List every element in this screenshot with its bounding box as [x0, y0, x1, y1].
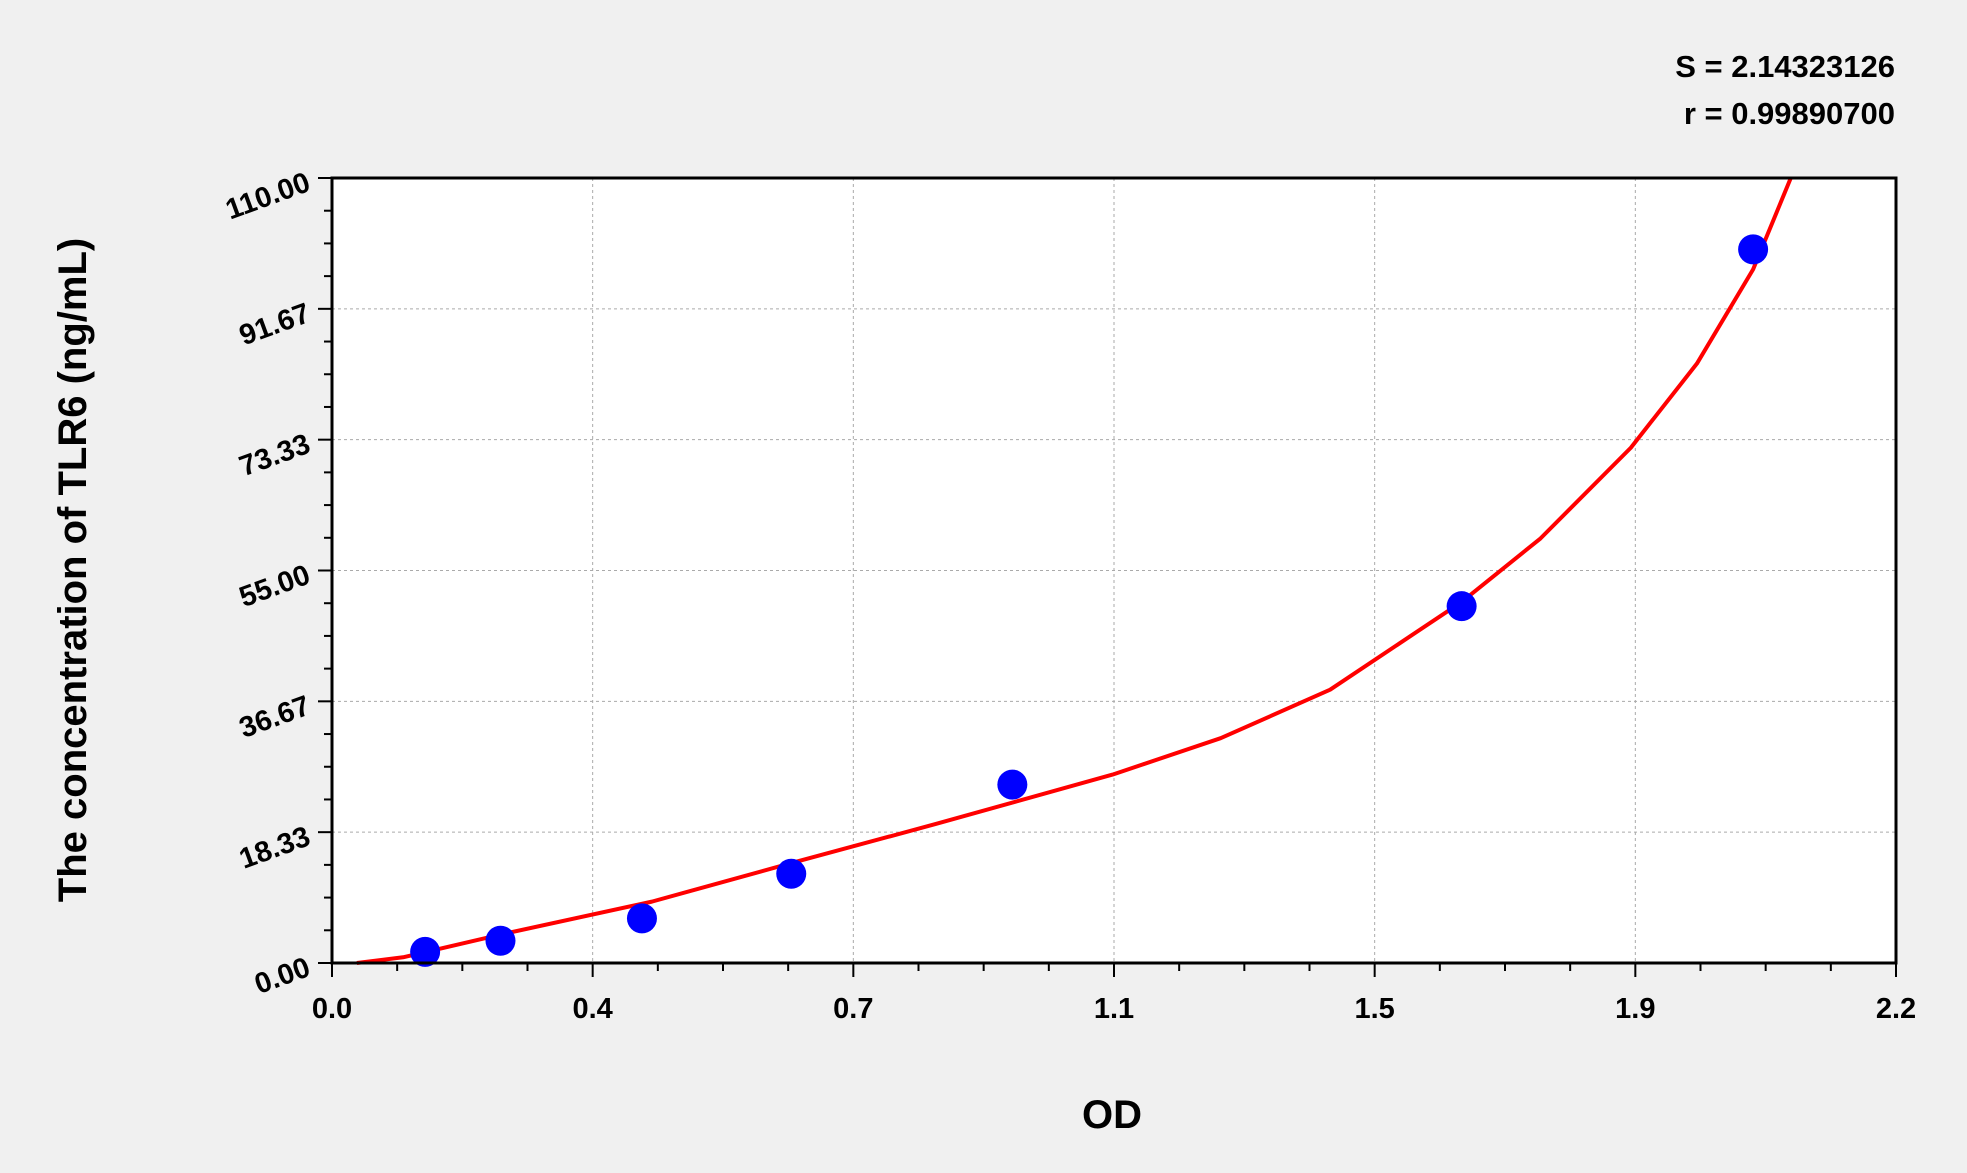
plot-frame [330, 176, 1898, 965]
x-tick-label: 1.1 [1094, 993, 1134, 1025]
data-point [410, 936, 441, 967]
annotation-s: S = 2.14323126 [1675, 49, 1895, 84]
x-tick-labels: 0.0 0.4 0.7 1.1 1.5 1.9 2.2 [312, 993, 1916, 1025]
fit-curve-group [356, 177, 1793, 965]
x-tick-label: 0.4 [573, 993, 613, 1025]
x-tick-label: 0.7 [833, 993, 873, 1025]
x-tick-label: 2.2 [1876, 993, 1916, 1025]
data-point [1446, 591, 1477, 622]
x-tick-label: 1.5 [1355, 993, 1395, 1025]
x-tick-label: 1.9 [1615, 993, 1655, 1025]
data-point [485, 925, 516, 956]
fit-curve [356, 177, 1793, 965]
data-points [410, 234, 1769, 967]
x-axis-label: OD [1082, 1093, 1142, 1137]
data-point [626, 903, 657, 934]
y-axis-label: The concentration of TLR6 (ng/mL) [51, 238, 95, 902]
data-point [776, 858, 807, 889]
x-tick-label: 0.0 [312, 993, 352, 1025]
data-point [1738, 234, 1769, 265]
data-point [997, 769, 1028, 800]
annotation-r: r = 0.99890700 [1684, 96, 1895, 131]
